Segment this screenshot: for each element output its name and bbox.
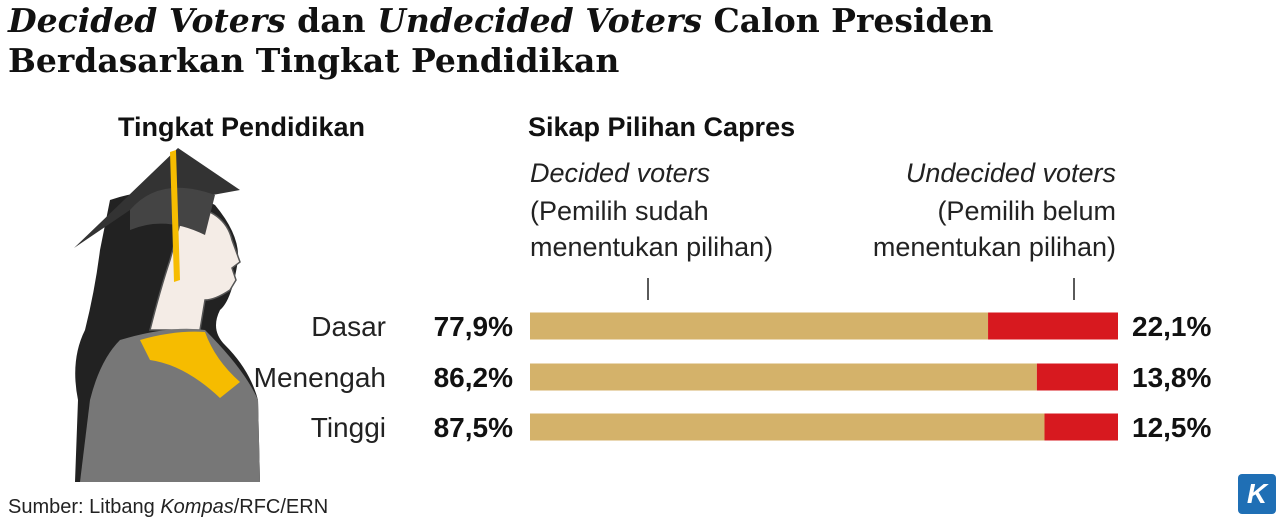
legend-note: menentukan pilihan) xyxy=(873,232,1116,262)
logo: K xyxy=(1247,478,1269,509)
category-header: Tingkat Pendidikan xyxy=(118,112,365,142)
legend-label: Undecided voters xyxy=(906,158,1116,188)
bar-segment xyxy=(1044,413,1118,441)
logo-box xyxy=(1238,474,1276,514)
bar-segment xyxy=(530,363,1037,391)
source-part: Sumber: Litbang xyxy=(8,496,160,518)
title-part: Decided Voters xyxy=(7,1,286,40)
legend-note: menentukan pilihan) xyxy=(530,232,773,262)
value-label: 13,8% xyxy=(1132,362,1211,393)
source: Sumber: Litbang Kompas/RFC/ERN xyxy=(8,496,328,518)
title-part: Undecided Voters xyxy=(377,1,702,40)
bar-segment xyxy=(988,312,1118,340)
bar-segment xyxy=(530,312,989,340)
category-label: Menengah xyxy=(254,362,386,393)
illustration xyxy=(74,148,260,482)
title-part: dan xyxy=(286,1,377,40)
tassel xyxy=(170,150,180,282)
value-label: 77,9% xyxy=(434,311,513,342)
legend-note: (Pemilih sudah xyxy=(530,196,709,226)
value-header: Sikap Pilihan Capres xyxy=(528,112,795,142)
category-label: Tinggi xyxy=(311,412,386,443)
source-part: /RFC/ERN xyxy=(234,496,328,518)
category-label: Dasar xyxy=(311,311,386,342)
source-part: Kompas xyxy=(160,496,233,518)
value-label: 22,1% xyxy=(1132,311,1211,342)
title-line-2: Berdasarkan Tingkat Pendidikan xyxy=(8,41,619,80)
value-label: 87,5% xyxy=(434,412,513,443)
bar-segment xyxy=(530,413,1045,441)
legend-label: Decided voters xyxy=(530,158,710,188)
legend-note: (Pemilih belum xyxy=(937,196,1116,226)
value-label: 86,2% xyxy=(434,362,513,393)
bar-segment xyxy=(1036,363,1118,391)
face xyxy=(149,204,241,331)
value-label: 12,5% xyxy=(1132,412,1211,443)
title-part: Calon Presiden xyxy=(702,1,994,40)
title-line-1: Decided Voters dan Undecided Voters Calo… xyxy=(7,1,994,40)
stole xyxy=(140,331,240,398)
